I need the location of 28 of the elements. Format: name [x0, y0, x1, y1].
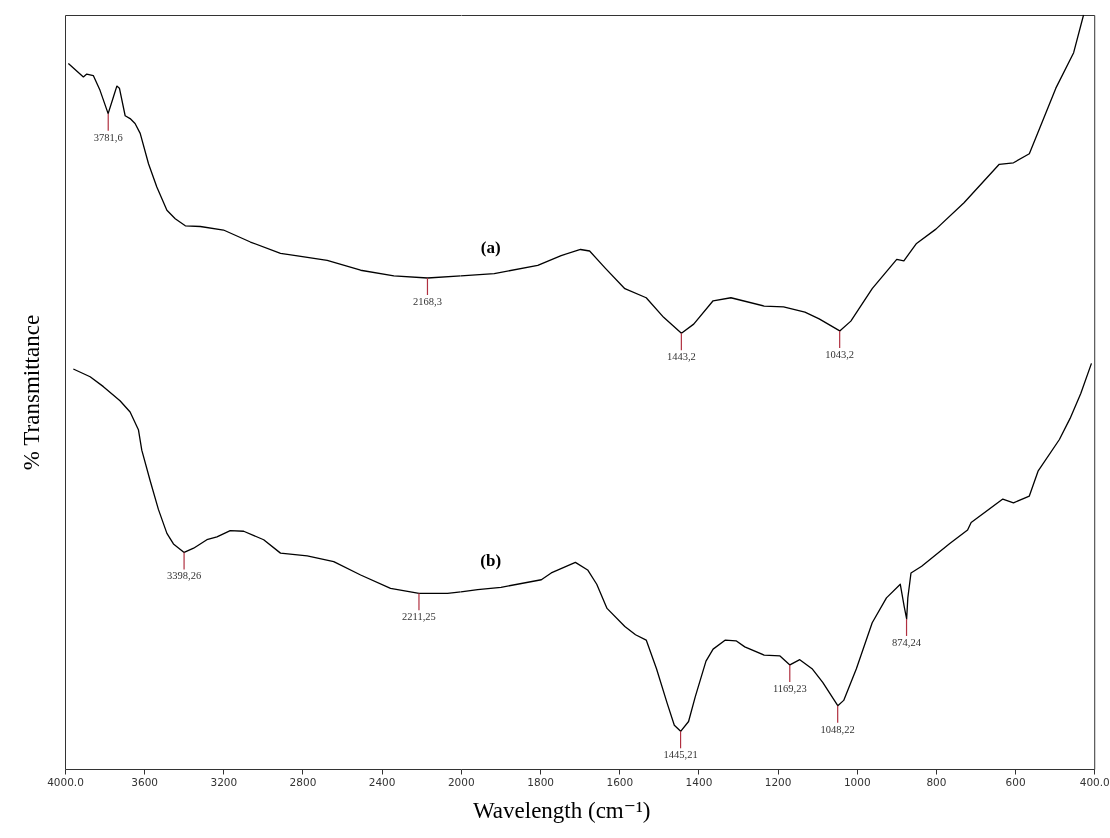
x-tick-label: 400.0 [1079, 775, 1110, 788]
x-tick-label: 600 [1005, 775, 1026, 788]
annotation: 2211,25 [402, 611, 436, 623]
x-tick-label: 3600 [131, 775, 159, 788]
annotation: 2168,3 [413, 296, 442, 307]
annotation: 1048,22 [820, 723, 855, 735]
x-tick-label: 2000 [447, 775, 475, 788]
series-label: (b) [480, 551, 502, 571]
x-tick-label: 4000.0 [47, 775, 84, 788]
y-axis-title: % Transmittance [18, 314, 44, 471]
annotation: 1169,23 [772, 682, 807, 694]
annotation: 3781,6 [93, 131, 123, 143]
x-tick-label: 2400 [368, 775, 396, 788]
x-tick-label: 1600 [606, 775, 634, 788]
x-tick-label: 1200 [764, 775, 792, 788]
x-axis-title: Wavelength (cm⁻¹) [472, 797, 651, 823]
series-label: (a) [480, 237, 501, 257]
annotation: 874,24 [892, 636, 922, 648]
x-tick-label: 1800 [527, 775, 555, 788]
x-tick-label: 1000 [843, 775, 871, 788]
x-tick-label: 1400 [685, 775, 713, 788]
annotation: 1445,21 [663, 749, 698, 761]
annotation: 1043,2 [825, 348, 855, 360]
x-tick-label: 3200 [210, 775, 238, 788]
x-tick-label: 800 [926, 775, 947, 788]
x-tick-label: 2800 [289, 775, 317, 788]
annotation: 1443,2 [666, 351, 696, 363]
annotation: 3398,26 [167, 570, 202, 582]
